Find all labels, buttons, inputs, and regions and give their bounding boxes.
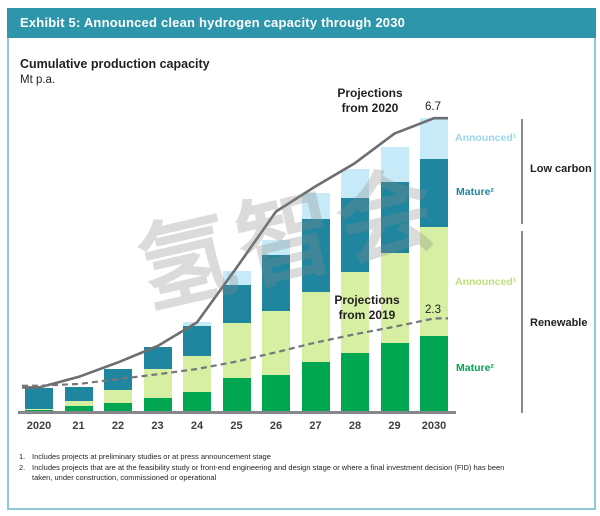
projections-2019-line2: from 2019 <box>338 308 396 322</box>
x-axis-label: 25 <box>230 420 243 432</box>
plot-area <box>18 95 458 413</box>
chart-unit-label: Mt p.a. <box>20 74 56 86</box>
bar-segment <box>25 409 53 410</box>
projections-2019-line1: Projections <box>334 293 400 307</box>
x-axis-label: 23 <box>151 420 164 432</box>
bar-segment <box>380 343 409 413</box>
bar-segment <box>222 377 251 413</box>
low-carbon-bracket-line <box>521 119 523 224</box>
legend-group-low-carbon: Low carbon <box>530 163 592 175</box>
projections-2020-line <box>22 116 448 389</box>
legend-group-renewable: Renewable <box>530 317 588 329</box>
bar-segment <box>64 400 93 407</box>
legend-mature-renewable: Mature² <box>456 362 494 374</box>
value-6-7: 6.7 <box>425 101 441 113</box>
bar-segment <box>25 387 53 410</box>
x-axis-label: 29 <box>388 420 401 432</box>
bar-segment <box>222 271 251 286</box>
bar-segment <box>222 322 251 378</box>
bar-segment <box>143 346 172 369</box>
x-axis-label: 22 <box>111 420 125 432</box>
bar-segment <box>380 252 409 344</box>
bar-segment <box>341 169 369 199</box>
bar-segment <box>420 118 448 160</box>
bar-segment <box>64 406 93 413</box>
footnote-item: 2. Includes projects that are at the feas… <box>19 463 519 484</box>
chart-title: Cumulative production capacity <box>20 57 210 71</box>
value-2-3: 2.3 <box>425 304 441 316</box>
bar-segment <box>262 239 290 255</box>
x-axis-label: 27 <box>309 420 322 432</box>
bar-segment <box>301 193 330 220</box>
bar-segment <box>262 254 290 312</box>
projections-2020-label: Projections from 2020 <box>318 86 422 116</box>
bar-segment <box>143 398 172 413</box>
x-axis-line <box>18 411 456 414</box>
bar-segment <box>420 336 448 413</box>
bar-segment <box>183 355 211 393</box>
footnote-number: 1. <box>19 452 26 461</box>
bar-segment <box>104 390 132 404</box>
projections-2019-line <box>22 317 448 387</box>
footnote-text: Includes projects that are at the feasib… <box>32 462 505 483</box>
projection-lines <box>22 116 448 389</box>
bar-segment <box>104 403 132 413</box>
bar-segment <box>380 182 409 253</box>
bar-segment <box>341 271 369 354</box>
projections-2020-line2: from 2020 <box>341 101 399 115</box>
legend-mature-low-carbon: Mature² <box>456 186 494 198</box>
projections-2019-label: Projections from 2019 <box>315 293 419 323</box>
bar-segment <box>183 392 211 413</box>
bar-segment <box>420 159 448 228</box>
x-axis-labels: 2020 21 22 23 24 25 26 27 28 29 2030 <box>18 420 458 436</box>
bar-segment <box>341 353 369 413</box>
projections-2020-line1: Projections <box>337 86 403 100</box>
bar-segment <box>301 362 330 413</box>
bar-segment <box>262 374 290 413</box>
bar-segment <box>104 368 132 391</box>
bar-segment <box>301 291 330 363</box>
x-axis-label: 28 <box>348 420 362 432</box>
bar-segment <box>380 147 409 183</box>
bar-segment <box>301 219 330 292</box>
bar-segment <box>420 227 448 337</box>
x-axis-label: 21 <box>72 420 85 432</box>
renewable-bracket-line <box>521 231 523 413</box>
x-axis-label: 24 <box>190 420 204 432</box>
footnotes: 1. Includes projects at preliminary studi… <box>19 452 519 484</box>
bar-segment <box>262 311 290 375</box>
bar-segment <box>64 387 93 401</box>
footnote-text: Includes projects at preliminary studies… <box>32 452 271 461</box>
bar-segment <box>341 198 369 272</box>
bar-segment <box>183 326 211 356</box>
legend-announced-renewable: Announced¹ <box>455 276 517 288</box>
exhibit-title: Exhibit 5: Announced clean hydrogen capa… <box>7 8 596 38</box>
legend-announced-low-carbon: Announced¹ <box>455 132 517 144</box>
footnote-number: 2. <box>19 462 26 472</box>
bar-segment <box>183 322 211 327</box>
footnote-item: 1. Includes projects at preliminary studi… <box>19 452 519 463</box>
bar-segment <box>222 285 251 323</box>
x-axis-label: 26 <box>269 420 283 432</box>
x-axis-label: 2030 <box>421 420 447 432</box>
x-axis-label: 2020 <box>26 420 52 432</box>
